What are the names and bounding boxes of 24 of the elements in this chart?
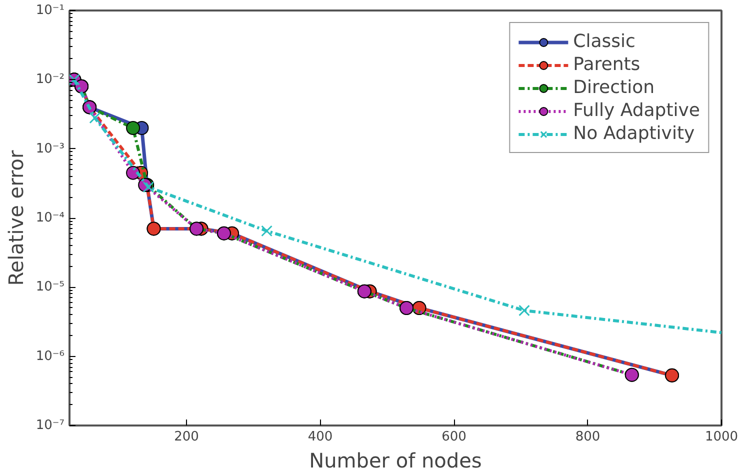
legend-label: No Adaptivity xyxy=(573,123,695,144)
x-tick-label: 200 xyxy=(174,430,199,444)
legend-label: Fully Adaptive xyxy=(573,100,700,121)
legend-label: Parents xyxy=(573,54,640,75)
y-tick-label: 10⁻³ xyxy=(36,141,65,156)
point xyxy=(261,225,272,237)
y-tick-label: 10⁻⁷ xyxy=(36,418,65,433)
y-tick-label: 10⁻⁴ xyxy=(36,210,65,226)
x-tick-label: 400 xyxy=(308,430,333,444)
legend-label: Direction xyxy=(573,77,654,98)
x-tick-label: 600 xyxy=(442,430,466,444)
legend-label: Classic xyxy=(573,31,636,52)
point xyxy=(89,112,101,124)
y-tick-label: 10⁻² xyxy=(36,72,65,88)
y-axis-title: Relative error xyxy=(4,150,28,286)
x-axis-title: Number of nodes xyxy=(309,448,482,472)
point xyxy=(142,181,154,193)
point xyxy=(126,121,140,135)
y-tick-label: 10⁻⁶ xyxy=(36,348,65,364)
x-tick-label: 800 xyxy=(575,430,600,444)
y-tick-label: 10⁻¹ xyxy=(36,3,65,18)
x-tick-label: 1000 xyxy=(704,430,738,444)
y-tick-label: 10⁻⁵ xyxy=(36,280,65,295)
point xyxy=(518,304,530,316)
